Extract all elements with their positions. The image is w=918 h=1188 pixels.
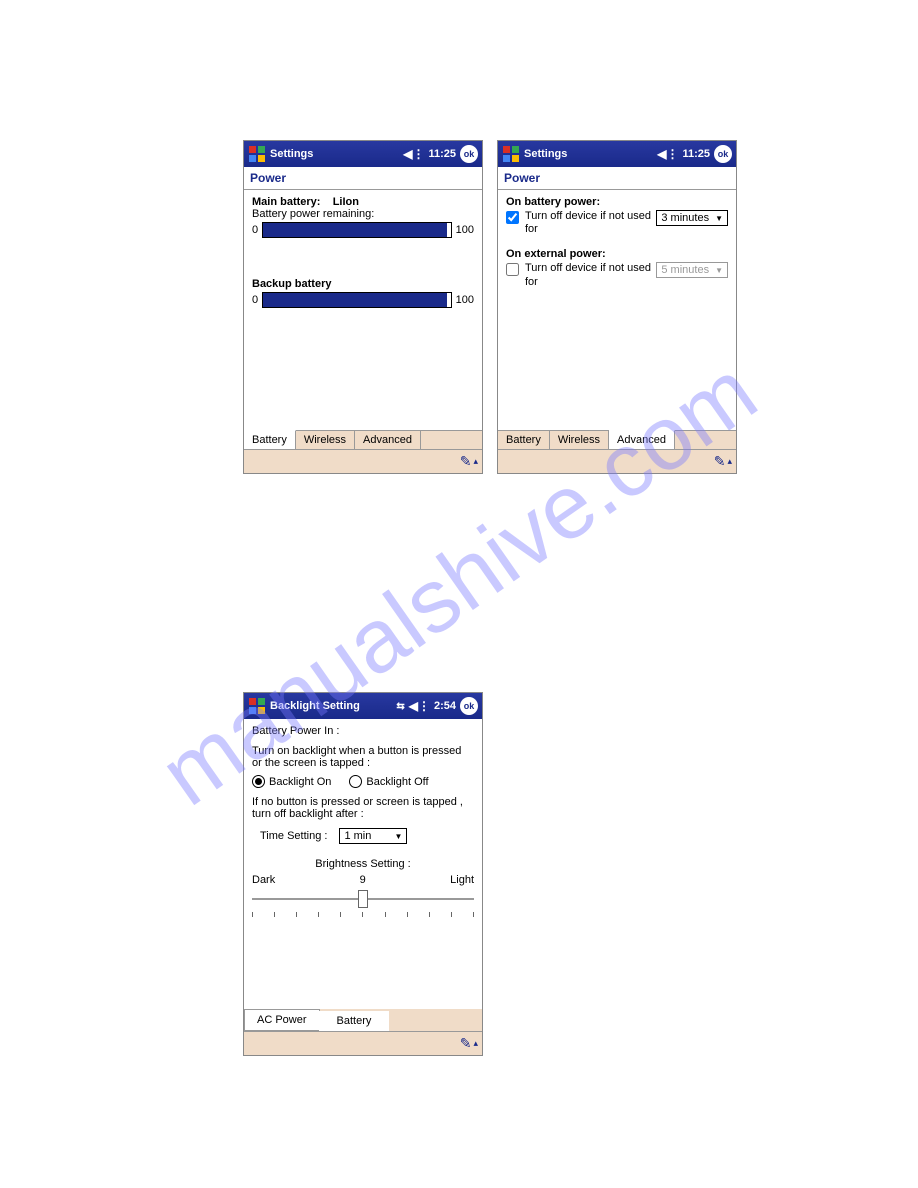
main-battery-label: Main battery: [252,196,320,208]
chevron-down-icon: ▼ [715,266,723,275]
content: On battery power: Turn off device if not… [498,190,736,430]
select-value: 3 minutes [661,212,709,224]
external-timeout-select: 5 minutes ▼ [656,262,728,278]
sip-icon[interactable]: ✎ [460,1035,472,1052]
tab-wireless[interactable]: Wireless [550,431,609,449]
brightness-slider: Dark 9 Light [252,874,474,917]
sip-arrow-icon[interactable]: ▴ [473,456,478,467]
page-header: Power [498,167,736,190]
instruction-1: Turn on backlight when a button is press… [252,745,474,769]
slider-thumb[interactable] [358,890,368,908]
tab-wireless[interactable]: Wireless [296,431,355,449]
main-battery-bar [262,222,452,238]
radio-icon [252,775,265,788]
time-setting-label: Time Setting : [260,830,327,842]
main-battery-type: LiIon [333,196,359,208]
tab-battery[interactable]: Battery [498,431,550,449]
titlebar: Settings ◀⋮ 11:25 ok [498,141,736,167]
select-value: 1 min [344,830,371,842]
tab-advanced[interactable]: Advanced [609,430,675,449]
brightness-label: Brightness Setting : [252,858,474,870]
bottombar: ✎ ▴ [498,449,736,473]
radio-backlight-off[interactable]: Backlight Off [349,775,428,788]
chevron-down-icon: ▼ [395,832,403,841]
sync-icon[interactable]: ⇆ [396,701,404,712]
slider-ticks [252,912,474,917]
content: Main battery: LiIon Battery power remain… [244,190,482,430]
external-power-group: On external power: Turn off device if no… [506,248,728,288]
title: Settings [270,148,403,160]
time-setting-select[interactable]: 1 min ▼ [339,828,407,844]
external-checkbox-label: Turn off device if not used for [525,262,652,288]
slider-value: 9 [360,874,366,886]
radio-group: Backlight On Backlight Off [252,775,474,788]
battery-checkbox-label: Turn off device if not used for [525,210,652,236]
start-icon[interactable] [248,145,266,163]
main-battery-min: 0 [252,224,258,236]
tabs: AC Power Battery [244,1009,482,1031]
titlebar: Settings ◀⋮ 11:25 ok [244,141,482,167]
heading: Battery Power In : [252,725,474,737]
volume-icon[interactable]: ◀⋮ [657,147,678,161]
backup-battery-min: 0 [252,294,258,306]
sip-icon[interactable]: ✎ [714,453,726,470]
battery-checkbox[interactable] [506,211,519,224]
tab-battery[interactable]: Battery [319,1011,390,1031]
bottombar: ✎ ▴ [244,449,482,473]
ok-button[interactable]: ok [714,145,732,163]
main-battery-max: 100 [456,224,474,236]
tab-ac-power[interactable]: AC Power [244,1009,320,1031]
start-icon[interactable] [248,697,266,715]
external-checkbox[interactable] [506,263,519,276]
tabs: Battery Wireless Advanced [498,430,736,449]
sip-icon[interactable]: ✎ [460,453,472,470]
slider-track[interactable] [252,890,474,910]
volume-icon[interactable]: ◀⋮ [403,147,424,161]
radio-label: Backlight Off [366,776,428,788]
radio-backlight-on[interactable]: Backlight On [252,775,331,788]
clock[interactable]: 2:54 [434,700,456,712]
group-title: On battery power: [506,196,728,208]
title: Settings [524,148,657,160]
backup-battery-bar-row: 0 100 [252,292,474,308]
battery-timeout-select[interactable]: 3 minutes ▼ [656,210,728,226]
sip-arrow-icon[interactable]: ▴ [727,456,732,467]
tab-advanced[interactable]: Advanced [355,431,421,449]
tab-battery[interactable]: Battery [244,430,296,449]
chevron-down-icon: ▼ [715,214,723,223]
clock[interactable]: 11:25 [428,148,456,160]
backup-battery-bar [262,292,452,308]
ok-button[interactable]: ok [460,697,478,715]
title: Backlight Setting [270,700,396,712]
main-battery-sub: Battery power remaining: [252,208,474,220]
select-value: 5 minutes [661,264,709,276]
slider-light-label: Light [450,874,474,886]
group-title: On external power: [506,248,728,260]
tabs: Battery Wireless Advanced [244,430,482,449]
instruction-2: If no button is pressed or screen is tap… [252,796,474,820]
backup-battery-label: Backup battery [252,278,474,290]
battery-power-group: On battery power: Turn off device if not… [506,196,728,236]
content: Battery Power In : Turn on backlight whe… [244,719,482,1009]
clock[interactable]: 11:25 [682,148,710,160]
device-power-battery: Settings ◀⋮ 11:25 ok Power Main battery:… [243,140,483,474]
start-icon[interactable] [502,145,520,163]
page-header: Power [244,167,482,190]
backup-battery-max: 100 [456,294,474,306]
volume-icon[interactable]: ◀⋮ [409,699,430,713]
slider-dark-label: Dark [252,874,275,886]
main-battery-bar-row: 0 100 [252,222,474,238]
titlebar: Backlight Setting ⇆ ◀⋮ 2:54 ok [244,693,482,719]
device-power-advanced: Settings ◀⋮ 11:25 ok Power On battery po… [497,140,737,474]
ok-button[interactable]: ok [460,145,478,163]
radio-icon [349,775,362,788]
sip-arrow-icon[interactable]: ▴ [473,1038,478,1049]
radio-label: Backlight On [269,776,331,788]
device-backlight: Backlight Setting ⇆ ◀⋮ 2:54 ok Battery P… [243,692,483,1056]
bottombar: ✎ ▴ [244,1031,482,1055]
